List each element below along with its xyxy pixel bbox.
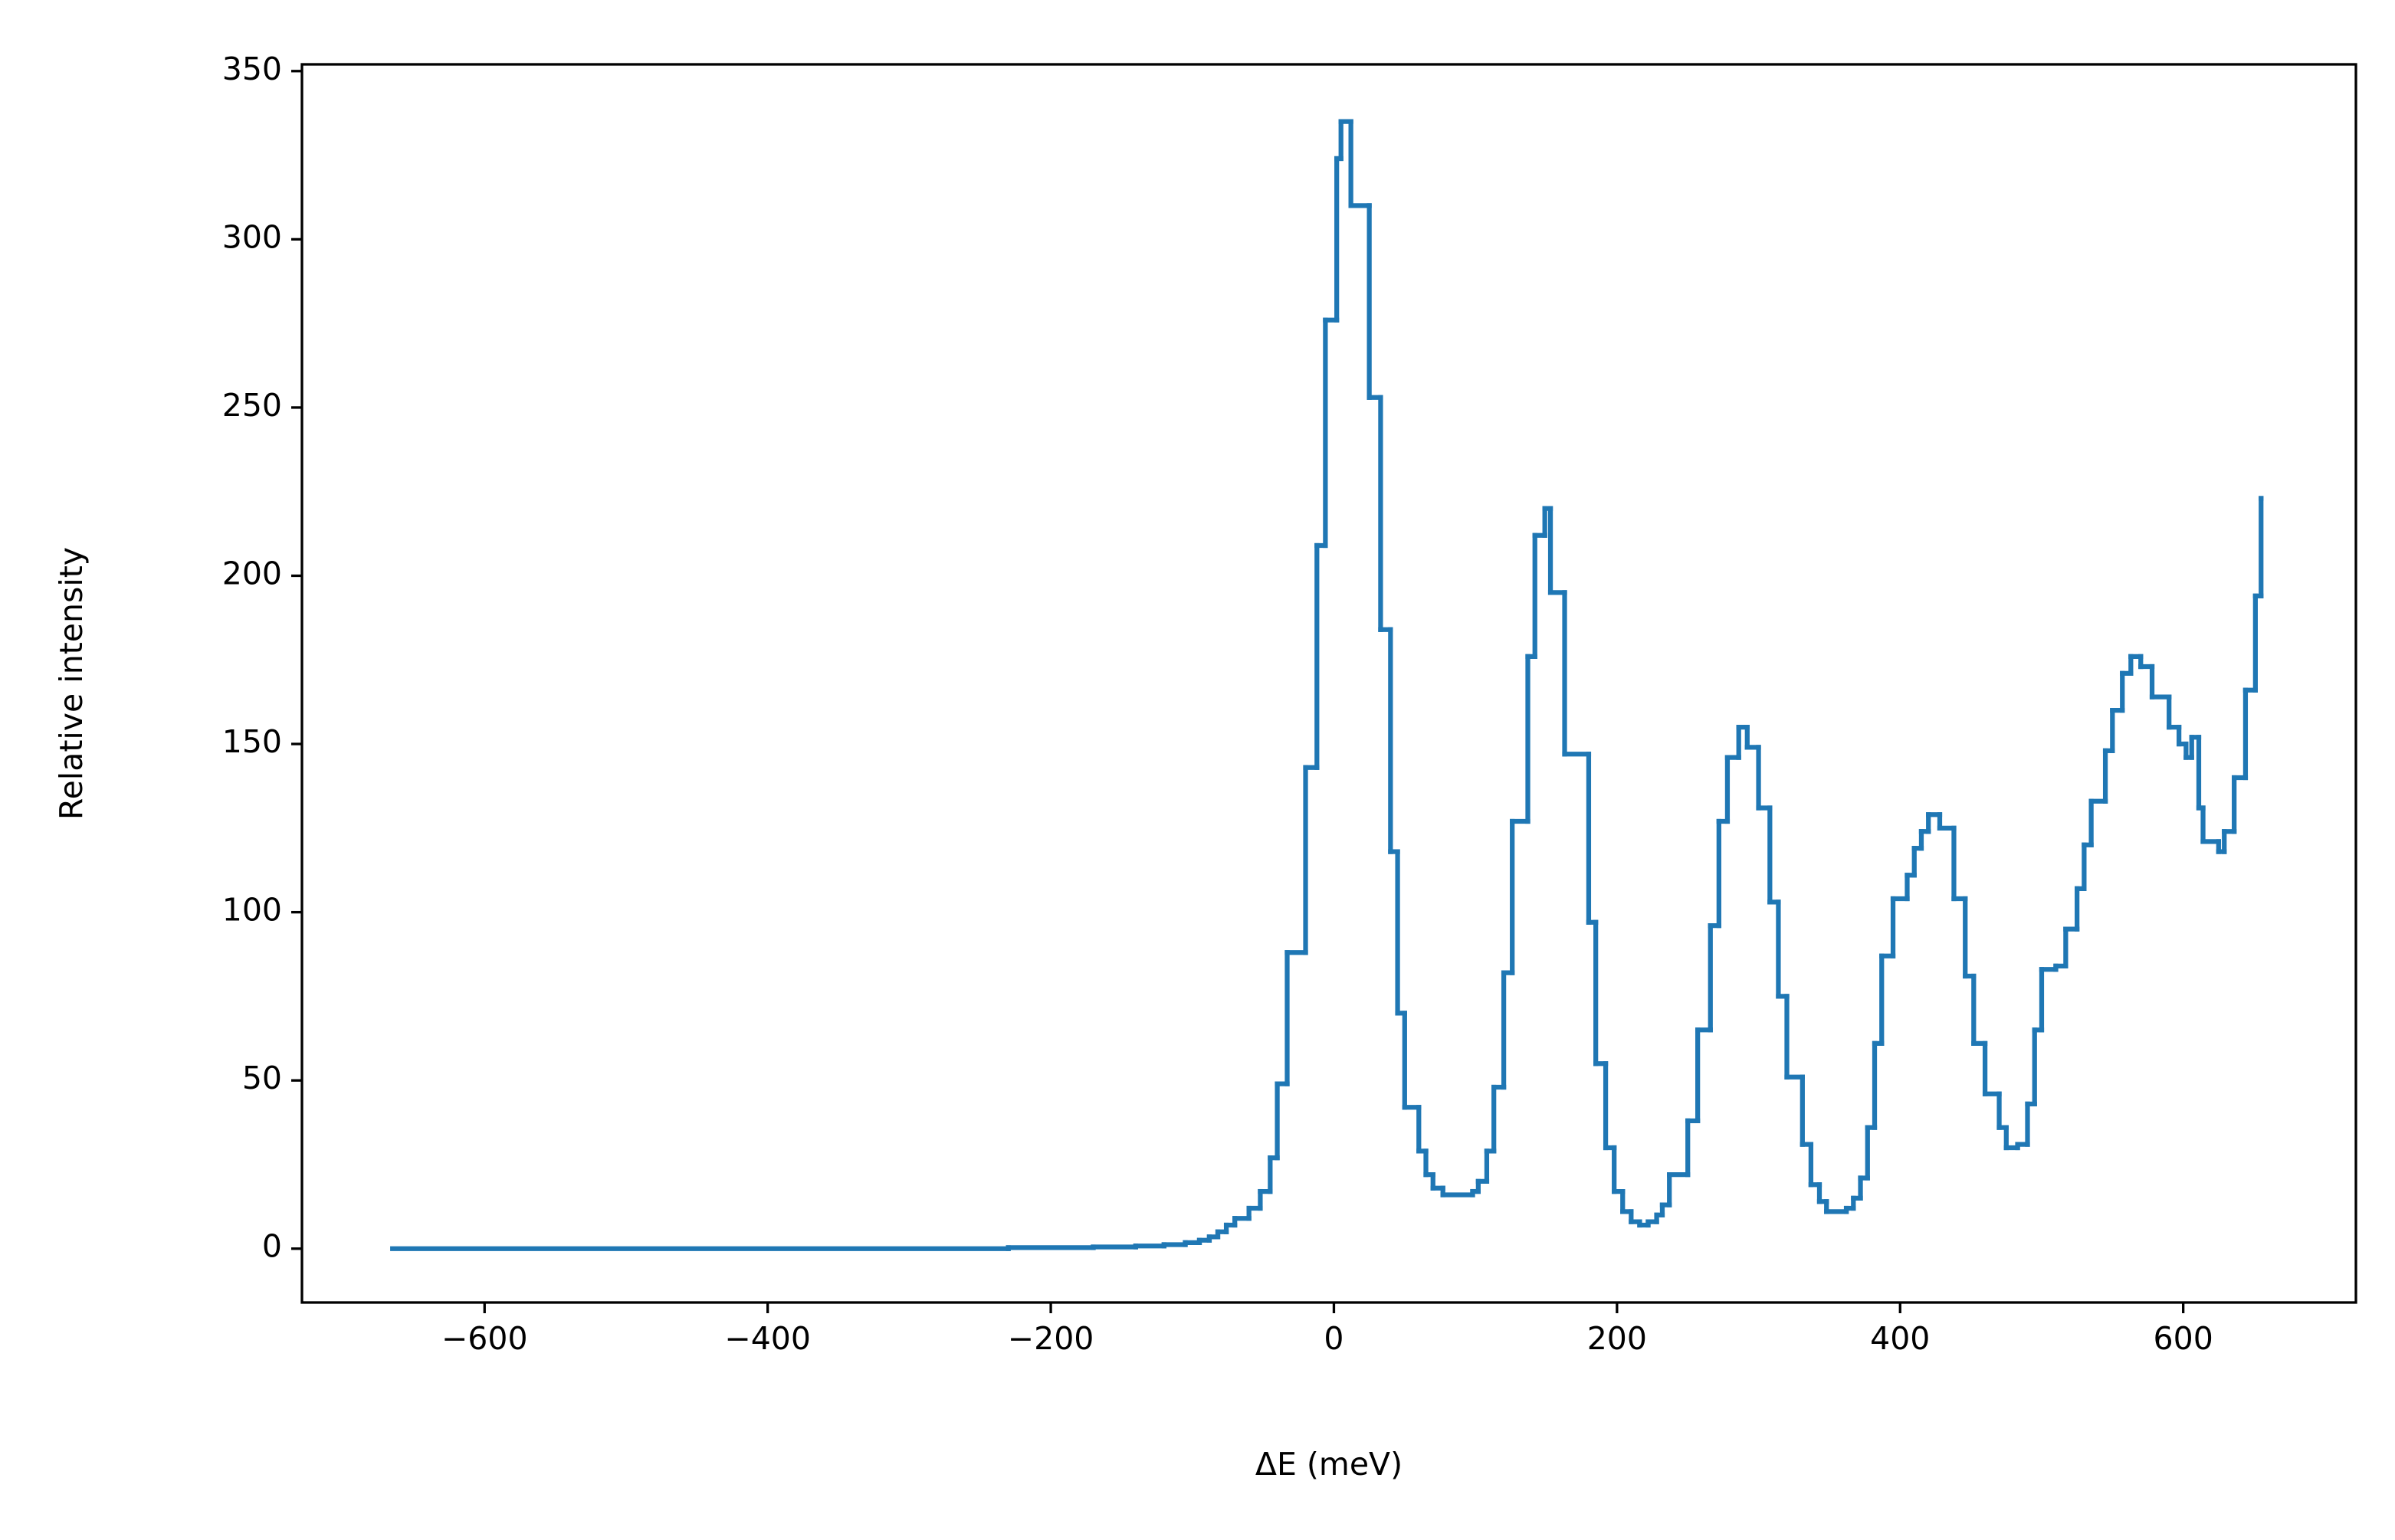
y-axis-label: Relative intensity (53, 547, 90, 820)
x-tick-label: 400 (1870, 1320, 1930, 1357)
y-tick-label: 350 (222, 51, 282, 87)
y-tick-label: 100 (222, 892, 282, 929)
y-tick-label: 300 (222, 218, 282, 255)
x-tick-label: −200 (1008, 1320, 1094, 1357)
y-tick-label: 250 (222, 387, 282, 424)
x-tick-label: 200 (1587, 1320, 1647, 1357)
x-tick-label: −400 (724, 1320, 811, 1357)
x-axis-label: ΔE (meV) (1255, 1446, 1403, 1483)
plot-frame (300, 63, 2357, 1304)
y-tick-label: 150 (222, 723, 282, 760)
y-tick-label: 50 (242, 1060, 282, 1096)
y-tick-label: 0 (262, 1228, 282, 1265)
x-tick-label: 0 (1324, 1320, 1343, 1357)
y-tick-label: 200 (222, 555, 282, 591)
x-tick-label: 600 (2154, 1320, 2213, 1357)
x-tick-label: −600 (441, 1320, 528, 1357)
